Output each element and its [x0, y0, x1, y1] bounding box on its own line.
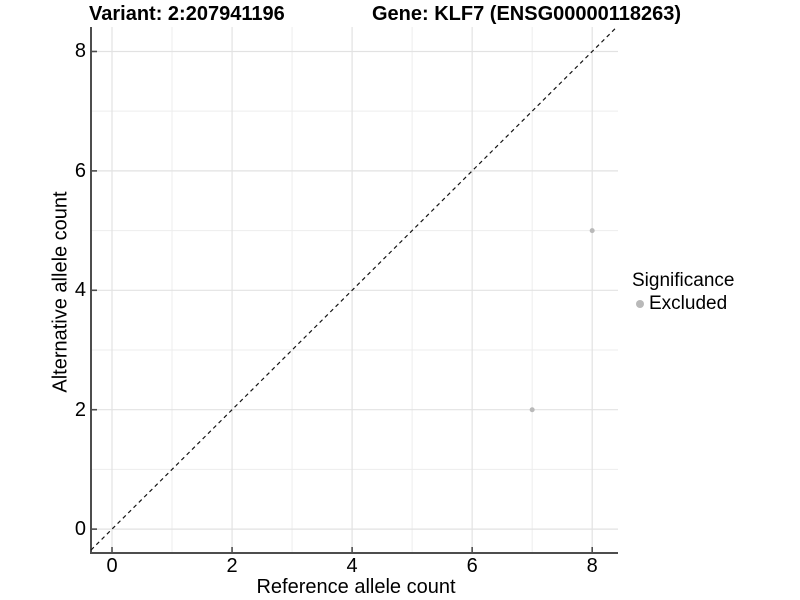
x-tick-label: 6 [466, 555, 478, 577]
legend: Significance Excluded [630, 270, 734, 314]
data-point [589, 228, 595, 234]
x-tick-label: 4 [346, 555, 358, 577]
y-tick-label: 6 [74, 159, 86, 182]
identity-line [90, 26, 618, 551]
y-axis-title: Alternative allele count [49, 191, 72, 393]
gene-title: Gene: KLF7 (ENSG00000118263) [372, 3, 682, 25]
x-tick-label: 8 [586, 555, 598, 577]
y-tick-label: 0 [74, 518, 86, 541]
x-tick-label: 0 [106, 555, 118, 577]
y-tick-label: 4 [74, 279, 86, 302]
data-point [529, 407, 535, 413]
y-tick-label: 2 [74, 398, 86, 421]
variant-title: Variant: 2:207941196 [89, 3, 285, 25]
legend-item-excluded: Excluded [630, 294, 734, 314]
legend-item-excluded-label: Excluded [649, 293, 728, 314]
x-axis-title: Reference allele count [256, 576, 456, 598]
legend-title: Significance [632, 270, 735, 291]
legend-key-dot-icon [636, 300, 644, 308]
x-tick-label: 2 [226, 555, 238, 577]
y-tick-label: 8 [74, 40, 86, 63]
